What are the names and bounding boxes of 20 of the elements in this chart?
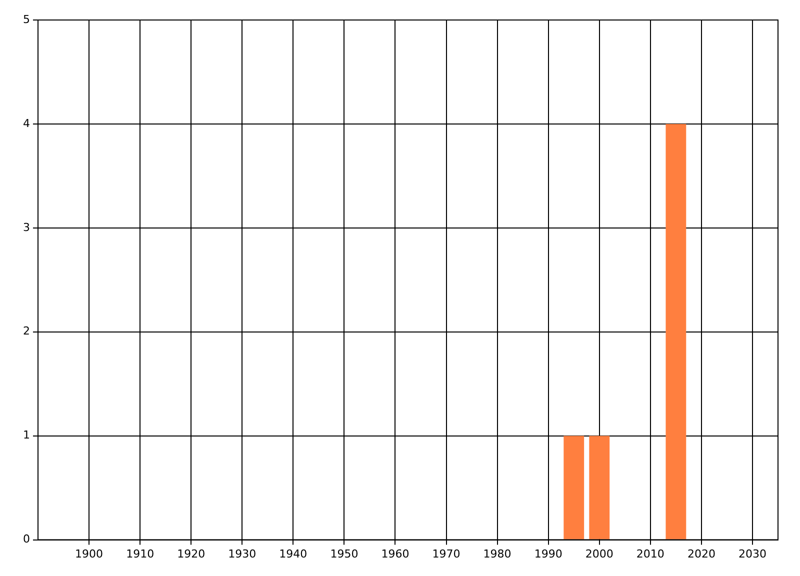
y-tick-label: 1 — [23, 428, 30, 442]
y-tick-label: 4 — [23, 116, 30, 130]
x-tick-label: 1940 — [279, 547, 308, 560]
x-tick-label: 1980 — [483, 547, 512, 560]
y-tick-label: 5 — [23, 12, 30, 26]
x-tick-label: 1910 — [126, 547, 154, 560]
x-tick-label: 2030 — [738, 547, 766, 560]
x-tick-label: 1920 — [177, 547, 206, 560]
x-tick-label: 2010 — [636, 547, 664, 560]
x-tick-label: 1960 — [381, 547, 410, 560]
x-tick-label: 1900 — [75, 547, 104, 560]
x-tick-label: 1930 — [228, 547, 256, 560]
x-tick-label: 2020 — [687, 547, 716, 560]
y-tick-label: 3 — [23, 220, 30, 234]
x-tick-label: 2000 — [585, 547, 614, 560]
y-tick-label: 0 — [23, 532, 30, 546]
y-tick-label: 2 — [23, 324, 30, 338]
x-tick-label: 1950 — [330, 547, 358, 560]
x-tick-label: 1990 — [534, 547, 562, 560]
x-tick-label: 1970 — [432, 547, 460, 560]
